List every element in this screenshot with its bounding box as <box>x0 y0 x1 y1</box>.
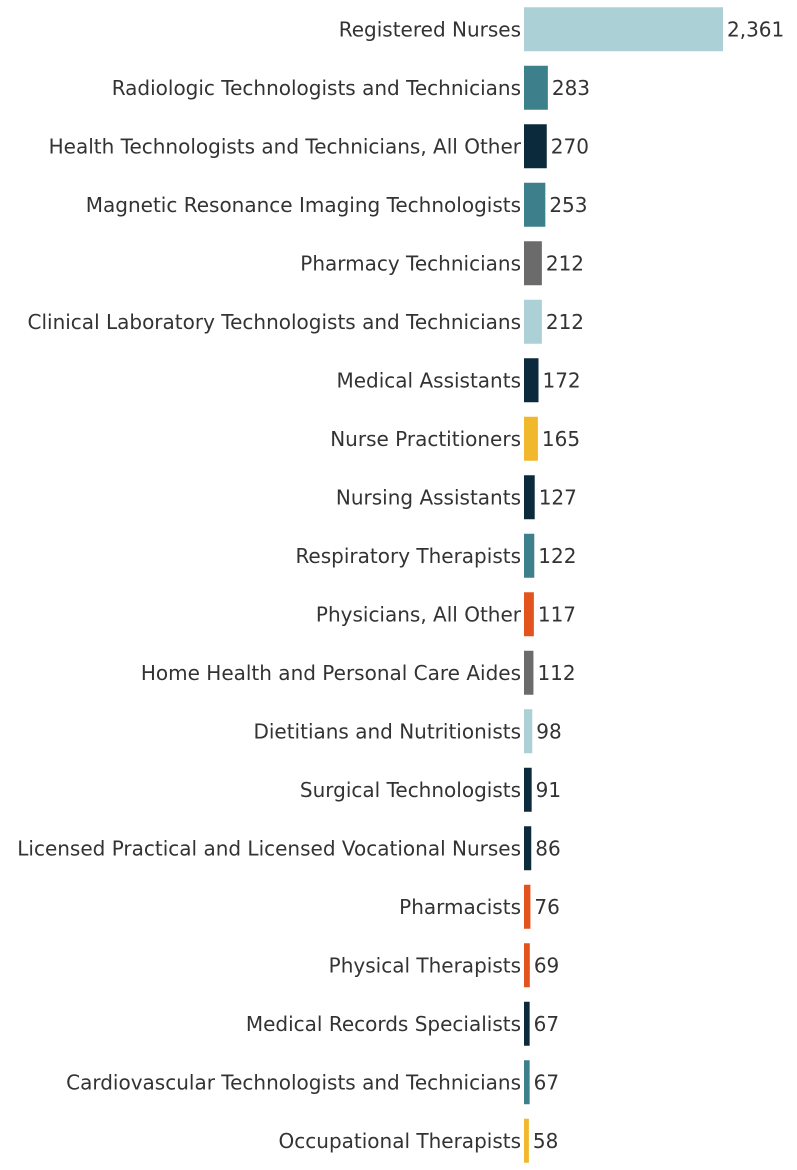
category-label: Health Technologists and Technicians, Al… <box>49 134 522 158</box>
value-label: 212 <box>546 310 584 334</box>
bar <box>524 65 548 110</box>
bar-row: Surgical Technologists 91 <box>300 767 561 812</box>
bar-row: Medical Assistants 172 <box>336 358 581 403</box>
value-label: 91 <box>536 778 561 802</box>
bar <box>524 7 723 52</box>
bar <box>524 241 542 286</box>
category-label: Dietitians and Nutritionists <box>253 719 521 743</box>
value-label: 283 <box>552 76 590 100</box>
bar-row: Physical Therapists 69 <box>329 943 559 988</box>
value-label: 165 <box>542 427 580 451</box>
bar-row: Radiologic Technologists and Technicians… <box>112 65 590 110</box>
bar-row: Physicians, All Other 117 <box>316 592 576 637</box>
category-label: Registered Nurses <box>339 17 521 41</box>
bar <box>524 826 532 871</box>
bar <box>524 1001 530 1046</box>
bar-row: Home Health and Personal Care Aides 112 <box>141 650 576 695</box>
bar <box>524 943 530 988</box>
value-label: 67 <box>534 1070 559 1094</box>
category-label: Medical Assistants <box>336 368 521 392</box>
bar <box>524 592 534 637</box>
bar-row: Nursing Assistants 127 <box>336 475 577 520</box>
value-label: 172 <box>542 368 580 392</box>
category-label: Magnetic Resonance Imaging Technologists <box>86 193 521 217</box>
bar <box>524 475 535 520</box>
value-label: 212 <box>546 251 584 275</box>
value-label: 122 <box>538 544 576 568</box>
category-label: Medical Records Specialists <box>246 1012 521 1036</box>
bar <box>524 767 532 812</box>
bar-row: Clinical Laboratory Technologists and Te… <box>28 299 584 344</box>
bar <box>524 358 539 403</box>
bar-row: Licensed Practical and Licensed Vocation… <box>17 826 561 871</box>
category-label: Physical Therapists <box>329 953 521 977</box>
bar <box>524 650 534 695</box>
bar <box>524 299 542 344</box>
value-label: 112 <box>537 661 575 685</box>
category-label: Licensed Practical and Licensed Vocation… <box>17 836 521 860</box>
bar-row: Medical Records Specialists 67 <box>246 1001 559 1046</box>
category-label: Nursing Assistants <box>336 485 521 509</box>
category-label: Respiratory Therapists <box>295 544 521 568</box>
category-label: Home Health and Personal Care Aides <box>141 661 521 685</box>
value-label: 2,361 <box>727 17 784 41</box>
bar-row: Respiratory Therapists 122 <box>295 533 576 578</box>
value-label: 76 <box>534 895 559 919</box>
bar-row: Occupational Therapists 58 <box>279 1118 558 1163</box>
bar <box>524 182 546 227</box>
category-label: Surgical Technologists <box>300 778 521 802</box>
bar-row: Pharmacy Technicians 212 <box>300 241 584 286</box>
category-label: Pharmacists <box>399 895 521 919</box>
category-label: Physicians, All Other <box>316 602 522 626</box>
category-label: Cardiovascular Technologists and Technic… <box>66 1070 521 1094</box>
value-label: 69 <box>534 953 559 977</box>
bar-row: Dietitians and Nutritionists 98 <box>253 709 562 754</box>
bar-row: Health Technologists and Technicians, Al… <box>49 124 589 169</box>
value-label: 98 <box>536 719 561 743</box>
bar-row: Pharmacists 76 <box>399 884 560 929</box>
bar <box>524 709 533 754</box>
value-label: 86 <box>535 836 560 860</box>
category-label: Occupational Therapists <box>279 1129 521 1153</box>
bar <box>524 124 547 169</box>
bar-row: Cardiovascular Technologists and Technic… <box>66 1060 559 1105</box>
value-label: 67 <box>534 1012 559 1036</box>
bar <box>524 1060 530 1105</box>
bar-row: Magnetic Resonance Imaging Technologists… <box>86 182 588 227</box>
category-label: Clinical Laboratory Technologists and Te… <box>28 310 522 334</box>
value-label: 253 <box>549 193 587 217</box>
value-label: 127 <box>539 485 577 509</box>
bar <box>524 416 538 461</box>
bar <box>524 1118 529 1163</box>
value-label: 270 <box>551 134 589 158</box>
value-label: 58 <box>533 1129 558 1153</box>
bar-row: Nurse Practitioners 165 <box>330 416 580 461</box>
bar <box>524 884 531 929</box>
bar <box>524 533 535 578</box>
category-label: Pharmacy Technicians <box>300 251 521 275</box>
value-label: 117 <box>538 602 576 626</box>
category-label: Nurse Practitioners <box>330 427 521 451</box>
category-label: Radiologic Technologists and Technicians <box>112 76 521 100</box>
bar-row: Registered Nurses 2,361 <box>339 7 784 52</box>
